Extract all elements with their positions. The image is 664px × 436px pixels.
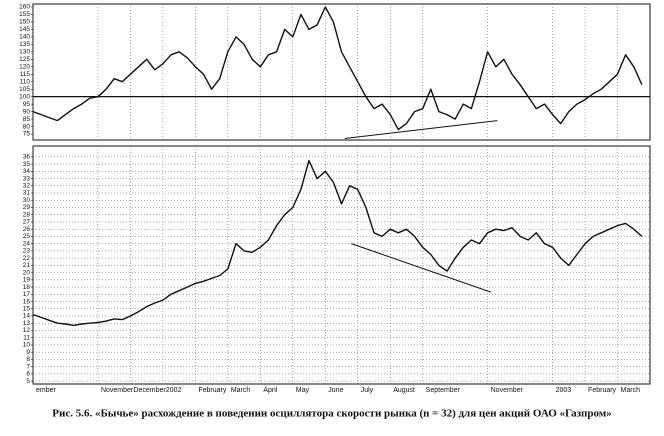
y-tick-label: 34 — [23, 168, 31, 175]
y-tick-label: 30 — [23, 197, 31, 204]
panel-frame — [32, 3, 651, 141]
y-tick-label: 5 — [26, 378, 30, 385]
y-tick-label: 27 — [23, 219, 31, 226]
y-tick-label: 32 — [23, 183, 31, 190]
y-tick-label: 33 — [23, 175, 31, 182]
x-tick-label: June — [328, 387, 343, 394]
trend-line — [351, 243, 492, 293]
y-tick-label: 110 — [20, 78, 31, 85]
y-tick-label: 13 — [23, 320, 31, 327]
y-tick-label: 105 — [19, 86, 30, 93]
y-tick-label: 11 — [23, 334, 30, 341]
x-tick-label: 2002 — [166, 387, 182, 394]
y-tick-label: 29 — [23, 204, 31, 211]
x-tick-label: March — [231, 387, 251, 394]
y-tick-label: 21 — [23, 262, 31, 269]
y-tick-label: 6 — [26, 371, 30, 378]
x-tick-label: February — [588, 387, 617, 394]
x-tick-label: 2003 — [556, 387, 572, 394]
y-tick-label: 28 — [23, 211, 31, 218]
y-tick-label: 24 — [23, 240, 31, 247]
y-tick-label: 7 — [26, 363, 30, 370]
y-tick-label: 35 — [23, 161, 31, 168]
x-tick-label: November — [491, 387, 524, 394]
y-tick-label: 17 — [23, 291, 31, 298]
y-tick-label: 150 — [19, 19, 30, 26]
y-tick-label: 31 — [23, 190, 31, 197]
data-line — [32, 6, 643, 131]
y-tick-label: 9 — [26, 349, 30, 356]
y-tick-label: 19 — [23, 277, 31, 284]
y-tick-label: 90 — [23, 108, 31, 115]
x-tick-label: February — [198, 387, 227, 394]
y-tick-label: 125 — [19, 56, 30, 63]
y-tick-label: 8 — [26, 356, 30, 363]
y-tick-label: 95 — [23, 101, 31, 108]
x-tick-label: May — [296, 387, 310, 394]
trend-line — [344, 120, 498, 140]
y-tick-label: 22 — [23, 255, 31, 262]
y-tick-label: 23 — [23, 248, 31, 255]
data-line — [32, 159, 643, 327]
y-tick-label: 20 — [23, 269, 31, 276]
x-tick-label: July — [361, 387, 374, 394]
y-tick-label: 130 — [19, 49, 30, 56]
y-tick-label: 12 — [23, 327, 31, 334]
y-tick-label: 75 — [23, 131, 31, 138]
y-tick-label: 10 — [23, 342, 31, 349]
y-tick-label: 135 — [19, 41, 30, 48]
panel-frame — [32, 145, 651, 385]
y-tick-label: 145 — [19, 26, 30, 33]
y-tick-label: 100 — [19, 93, 30, 100]
y-tick-label: 120 — [19, 63, 30, 70]
y-tick-label: 26 — [23, 226, 31, 233]
y-tick-label: 16 — [23, 298, 31, 305]
y-tick-label: 155 — [19, 11, 30, 18]
x-tick-label: April — [263, 387, 277, 394]
y-tick-label: 14 — [23, 313, 31, 320]
y-tick-label: 36 — [23, 154, 31, 161]
x-tick-label: September — [426, 387, 461, 394]
x-tick-label: March — [621, 387, 641, 394]
y-tick-label: 25 — [23, 233, 31, 240]
x-tick-label: ember — [36, 387, 57, 394]
x-tick-label: August — [393, 387, 415, 394]
y-tick-label: 160 — [19, 4, 30, 11]
y-tick-label: 85 — [23, 116, 31, 123]
y-tick-label: 140 — [19, 34, 30, 41]
caption: Рис. 5.6. «Бычье» расхождение в поведени… — [52, 408, 611, 420]
y-tick-label: 15 — [23, 305, 31, 312]
x-tick-label: December — [133, 387, 166, 394]
x-tick-label: November — [101, 387, 134, 394]
y-tick-label: 18 — [23, 284, 31, 291]
y-tick-label: 80 — [23, 123, 31, 130]
y-tick-label: 115 — [20, 71, 31, 78]
